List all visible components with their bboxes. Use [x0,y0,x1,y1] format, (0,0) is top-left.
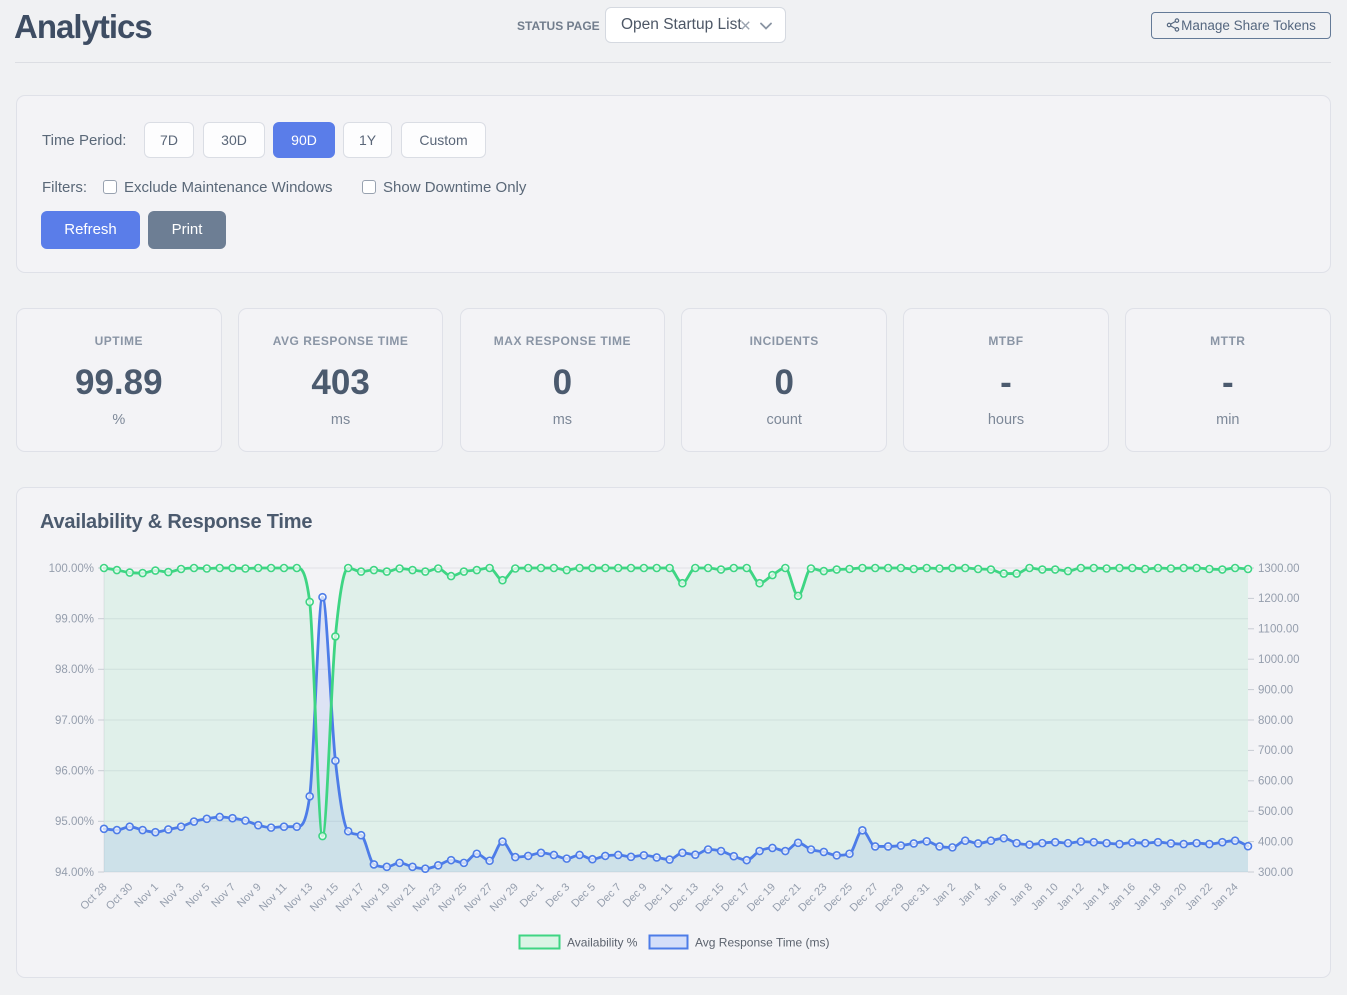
svg-text:Nov 29: Nov 29 [488,881,521,914]
svg-text:Jan 2: Jan 2 [930,881,958,909]
svg-text:94.00%: 94.00% [55,867,94,879]
svg-text:Dec 31: Dec 31 [899,881,932,914]
svg-text:99.00%: 99.00% [55,614,94,626]
svg-text:1100.00: 1100.00 [1258,624,1299,636]
svg-text:Dec 3: Dec 3 [544,881,573,910]
svg-text:1200.00: 1200.00 [1258,593,1300,605]
svg-text:Oct 30: Oct 30 [104,881,135,912]
svg-text:Jan 24: Jan 24 [1209,881,1241,913]
svg-text:800.00: 800.00 [1258,715,1293,727]
svg-text:Avg Response Time (ms): Avg Response Time (ms) [695,936,830,950]
svg-text:Dec 7: Dec 7 [595,881,624,910]
svg-text:96.00%: 96.00% [55,766,94,778]
svg-text:Jan 18: Jan 18 [1132,881,1164,913]
svg-text:Jan 20: Jan 20 [1157,881,1189,913]
svg-text:Nov 5: Nov 5 [184,881,213,910]
svg-text:300.00: 300.00 [1258,867,1293,879]
svg-text:700.00: 700.00 [1258,745,1293,757]
svg-text:400.00: 400.00 [1258,836,1293,848]
svg-text:95.00%: 95.00% [55,816,94,828]
svg-text:Nov 1: Nov 1 [132,881,161,910]
svg-text:Jan 14: Jan 14 [1080,881,1112,913]
svg-text:Jan 22: Jan 22 [1183,881,1215,913]
svg-text:Jan 4: Jan 4 [956,881,984,909]
svg-text:Jan 16: Jan 16 [1106,881,1138,913]
svg-text:100.00%: 100.00% [49,563,94,575]
svg-text:Dec 1: Dec 1 [518,881,547,910]
svg-text:97.00%: 97.00% [55,715,94,727]
svg-text:600.00: 600.00 [1258,776,1293,788]
svg-text:Nov 3: Nov 3 [158,881,187,910]
svg-text:1000.00: 1000.00 [1258,654,1300,666]
svg-text:Nov 7: Nov 7 [209,881,238,910]
svg-text:98.00%: 98.00% [55,664,94,676]
svg-text:Oct 28: Oct 28 [78,881,109,912]
svg-text:900.00: 900.00 [1258,684,1293,696]
svg-text:500.00: 500.00 [1258,806,1293,818]
svg-text:Jan 6: Jan 6 [982,881,1010,909]
svg-text:Jan 12: Jan 12 [1055,881,1087,913]
svg-text:Availability %: Availability % [567,936,638,950]
svg-text:Dec 5: Dec 5 [569,881,598,910]
svg-text:1300.00: 1300.00 [1258,563,1300,575]
svg-text:Jan 10: Jan 10 [1029,881,1061,913]
